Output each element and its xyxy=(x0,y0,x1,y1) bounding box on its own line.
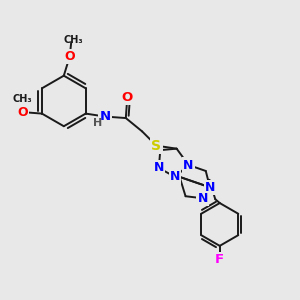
Text: CH₃: CH₃ xyxy=(64,35,83,45)
Text: N: N xyxy=(99,110,111,123)
Text: N: N xyxy=(198,192,208,205)
Text: N: N xyxy=(183,158,194,172)
Text: CH₃: CH₃ xyxy=(13,94,32,104)
Text: O: O xyxy=(122,91,133,104)
Text: F: F xyxy=(215,253,224,266)
Text: N: N xyxy=(154,161,164,175)
Text: N: N xyxy=(205,181,215,194)
Text: N: N xyxy=(183,158,194,172)
Text: S: S xyxy=(152,139,161,153)
Text: H: H xyxy=(93,118,102,128)
Text: O: O xyxy=(17,106,28,118)
Text: N: N xyxy=(170,170,180,183)
Text: O: O xyxy=(64,50,75,63)
